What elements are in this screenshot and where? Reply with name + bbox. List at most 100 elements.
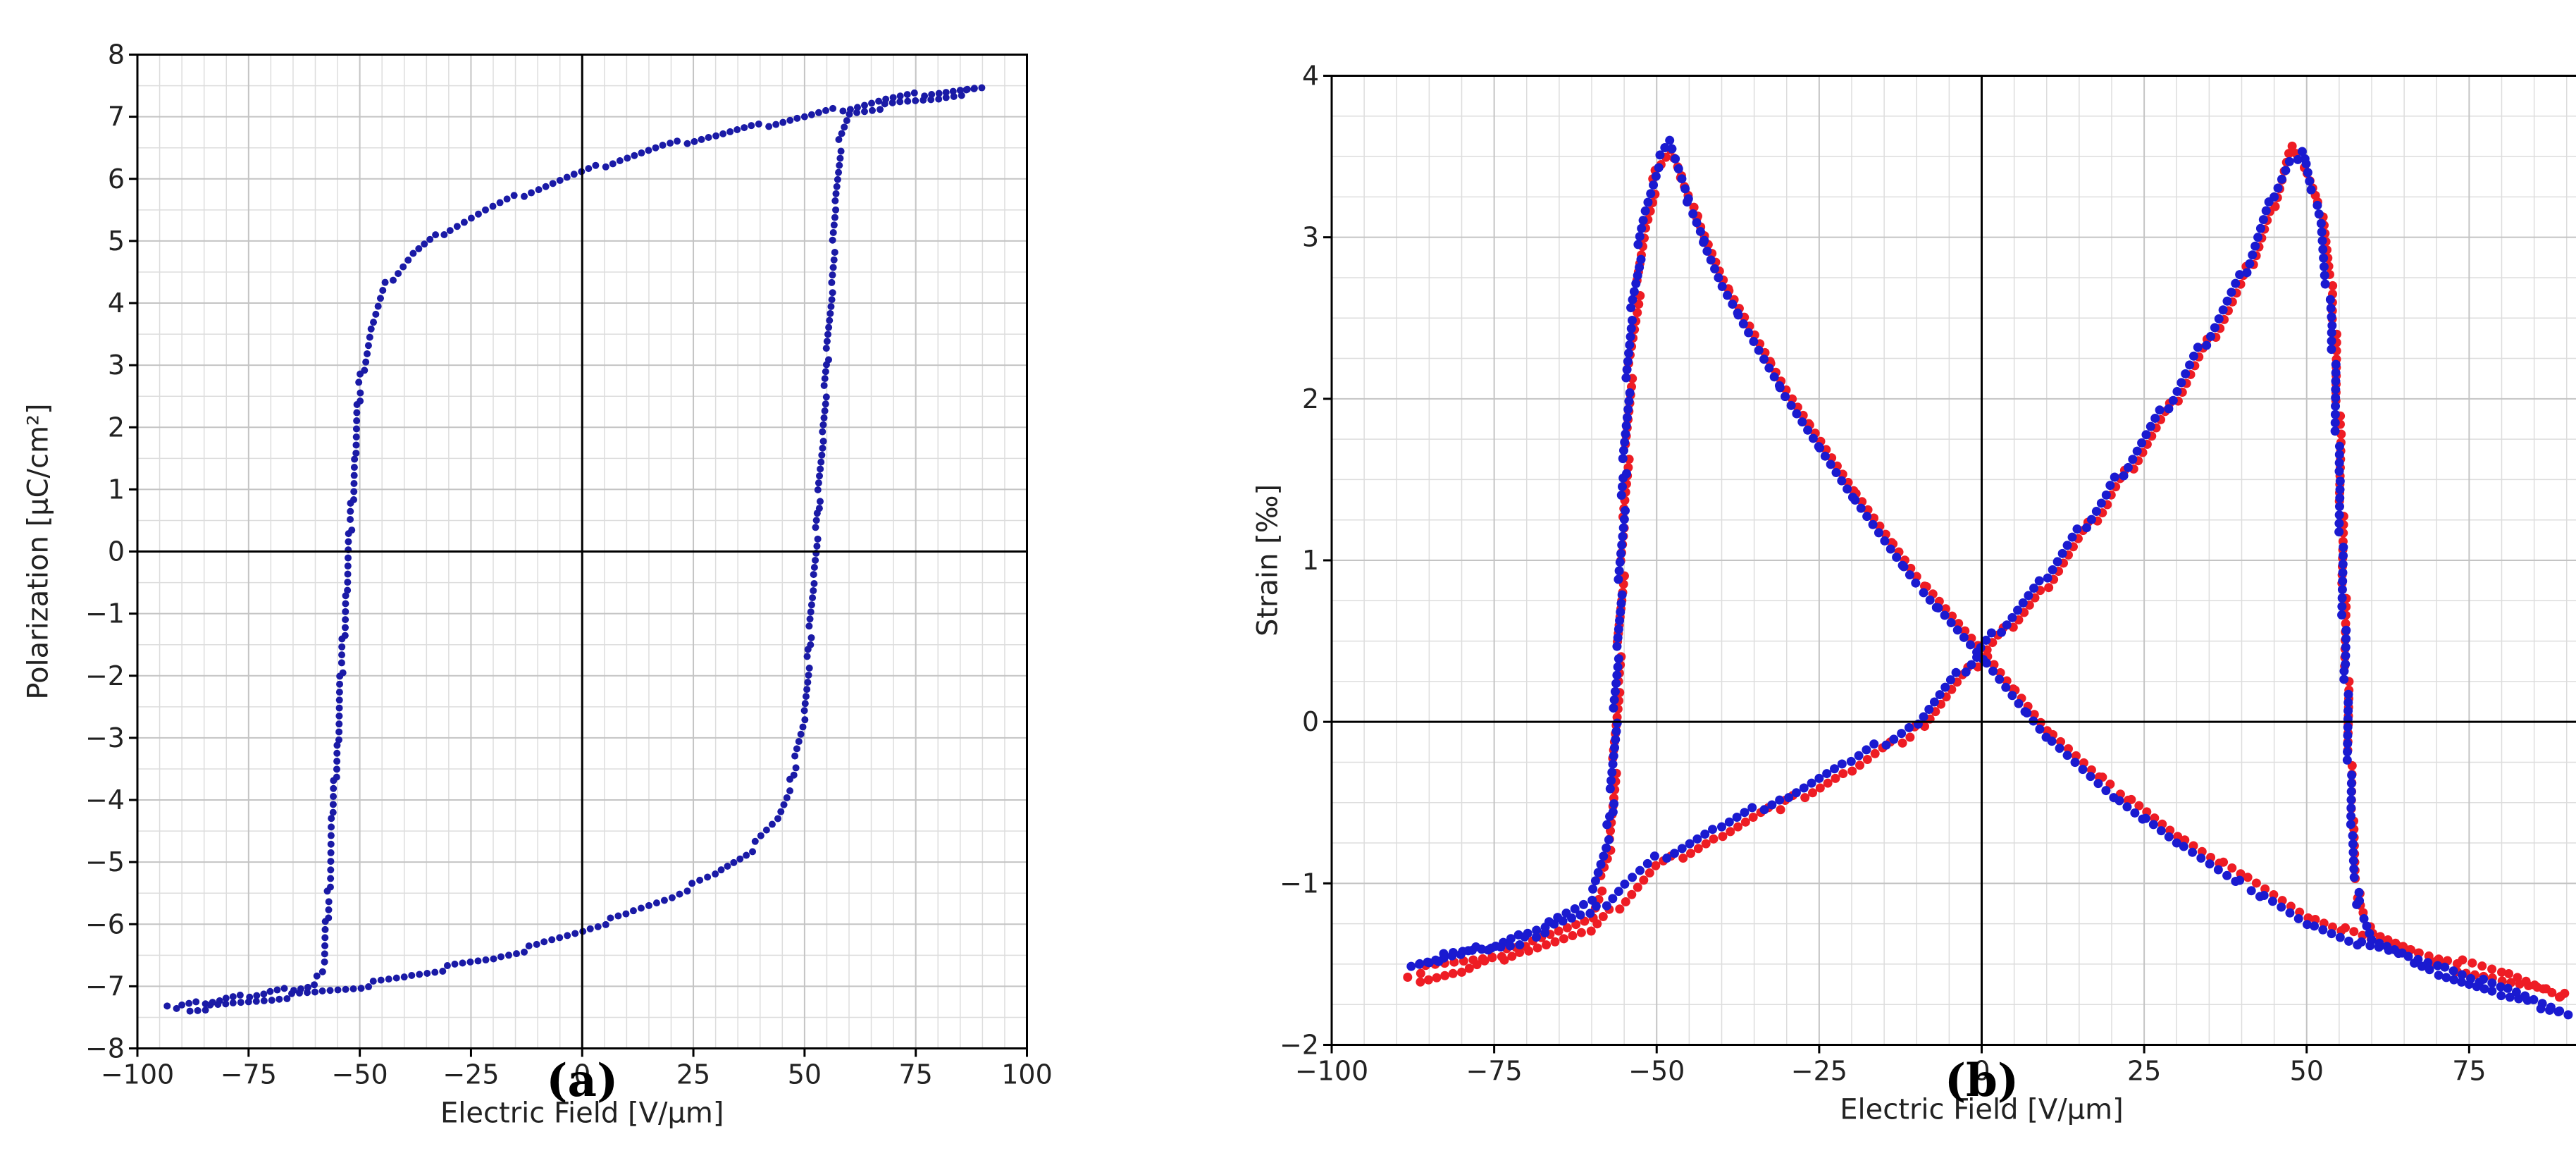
data-point xyxy=(594,923,602,930)
data-point xyxy=(1654,163,1664,173)
data-point xyxy=(1620,437,1630,447)
data-point xyxy=(335,736,342,744)
data-point xyxy=(1611,727,1621,737)
data-point xyxy=(2314,209,2324,219)
data-point xyxy=(609,160,617,168)
data-point xyxy=(2014,698,2024,708)
data-point xyxy=(1544,917,1554,927)
data-point xyxy=(1667,144,1677,154)
data-point xyxy=(2101,490,2111,500)
data-point xyxy=(814,535,822,543)
data-point xyxy=(1635,262,1645,272)
data-point xyxy=(2057,548,2067,558)
data-point xyxy=(2287,141,2297,151)
data-point xyxy=(2343,747,2353,757)
data-point xyxy=(342,985,349,993)
data-point xyxy=(1897,560,1907,570)
data-point xyxy=(364,342,372,350)
data-point xyxy=(1799,783,1809,793)
data-point xyxy=(1605,811,1615,821)
data-point xyxy=(2337,602,2347,612)
data-point xyxy=(822,345,830,352)
data-point xyxy=(2317,227,2327,237)
data-point xyxy=(1651,861,1661,870)
x-tick-label: 75 xyxy=(2452,1056,2486,1087)
data-point xyxy=(1702,246,1712,256)
data-point xyxy=(2128,455,2138,464)
data-point xyxy=(1940,682,1950,692)
data-point xyxy=(1683,194,1693,204)
data-point xyxy=(2326,303,2336,313)
y-tick-label: 3 xyxy=(1302,222,1319,253)
data-point xyxy=(829,236,836,244)
data-point xyxy=(1808,433,1818,443)
data-point xyxy=(652,899,660,907)
data-point xyxy=(2214,314,2224,324)
data-point xyxy=(409,250,417,257)
data-point xyxy=(733,126,741,134)
data-point xyxy=(549,180,557,187)
y-tick-label: 4 xyxy=(108,288,125,319)
data-point xyxy=(2331,359,2341,369)
data-point xyxy=(2339,550,2348,560)
data-point xyxy=(1614,654,1623,664)
data-point xyxy=(335,696,343,704)
data-point xyxy=(366,333,373,341)
y-tick-label: 7 xyxy=(108,101,125,133)
data-point xyxy=(814,486,822,494)
data-point xyxy=(2440,962,2450,972)
data-point xyxy=(2341,619,2351,629)
data-point xyxy=(1626,303,1636,313)
data-point xyxy=(2078,765,2088,775)
data-point xyxy=(1904,722,1914,732)
data-point xyxy=(1726,827,1735,837)
data-point xyxy=(1606,776,1616,786)
data-point xyxy=(2338,559,2348,569)
data-point xyxy=(339,669,347,677)
data-point xyxy=(765,123,773,130)
data-point xyxy=(2563,1010,2573,1020)
data-point xyxy=(446,227,454,235)
data-point xyxy=(1740,817,1750,827)
data-point xyxy=(1693,844,1703,854)
data-point xyxy=(1749,337,1759,347)
data-point xyxy=(2096,498,2106,508)
data-point xyxy=(2327,312,2336,322)
data-point xyxy=(1602,843,1611,853)
data-point xyxy=(2306,185,2316,195)
data-point xyxy=(2193,343,2203,352)
data-point xyxy=(336,680,344,688)
data-point xyxy=(2248,250,2258,260)
data-point xyxy=(812,556,819,564)
data-point xyxy=(942,94,950,101)
data-point xyxy=(338,659,345,667)
data-point xyxy=(2343,739,2353,749)
data-point xyxy=(345,538,352,546)
data-point xyxy=(1416,977,1425,987)
data-point xyxy=(2093,779,2103,789)
data-point xyxy=(1714,273,1723,283)
data-point xyxy=(328,823,335,831)
x-tick-label: −100 xyxy=(101,1059,174,1090)
data-point xyxy=(2164,832,2174,842)
data-point xyxy=(1747,803,1757,813)
data-point xyxy=(1862,512,1872,522)
data-point xyxy=(704,873,712,881)
data-point xyxy=(1706,255,1716,265)
data-point xyxy=(1774,381,1784,390)
data-point xyxy=(1486,943,1496,953)
x-tick-label: −75 xyxy=(221,1059,277,1090)
data-point xyxy=(2072,524,2082,534)
data-point xyxy=(379,286,387,294)
data-point xyxy=(2210,323,2219,333)
data-point xyxy=(385,975,392,983)
data-point xyxy=(2347,770,2357,780)
data-point xyxy=(970,85,978,93)
data-point xyxy=(571,930,579,937)
data-point xyxy=(2334,450,2344,460)
data-point xyxy=(877,106,884,113)
data-point xyxy=(2334,510,2344,520)
data-point xyxy=(831,214,838,221)
data-point xyxy=(542,183,550,190)
data-point xyxy=(741,124,748,132)
